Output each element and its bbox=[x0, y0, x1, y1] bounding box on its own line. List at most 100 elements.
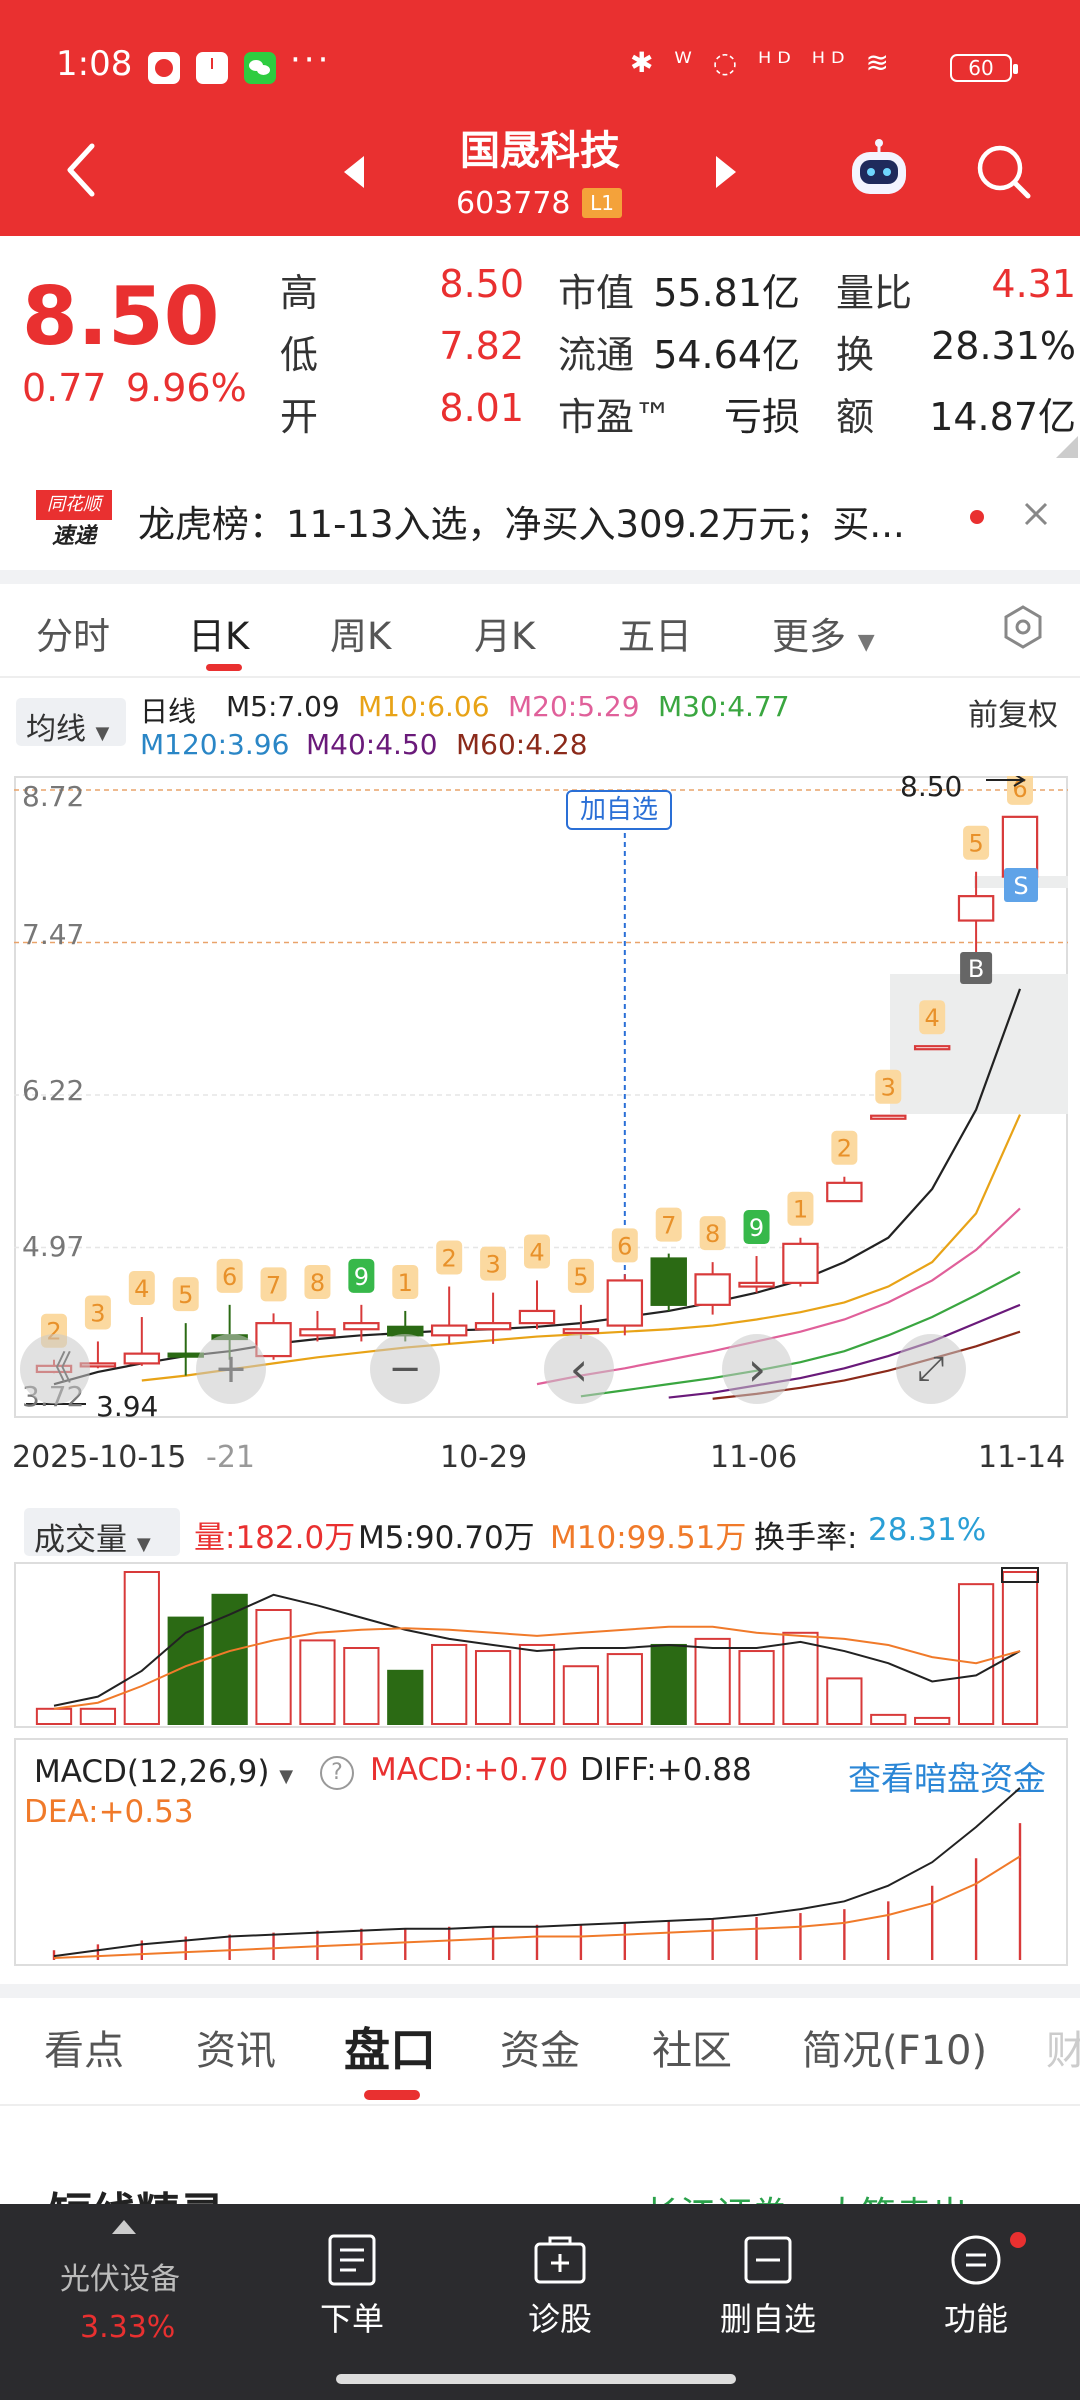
prev-stock-button[interactable] bbox=[340, 152, 370, 192]
expand-quote-toggle[interactable] bbox=[1056, 436, 1078, 458]
open-label: 开 bbox=[280, 395, 319, 439]
vol-ratio-value: 4.31 bbox=[991, 262, 1076, 306]
dark-pool-link[interactable]: 查看暗盘资金 bbox=[848, 1759, 1046, 1798]
count-badge bbox=[128, 1271, 155, 1306]
candle bbox=[606, 1279, 644, 1327]
current-volume-marker bbox=[1001, 1567, 1039, 1583]
remove-watchlist-icon bbox=[744, 2236, 792, 2284]
high-value: 8.50 bbox=[439, 262, 524, 306]
ma-selector-label: 均线 bbox=[26, 712, 86, 747]
count-badge bbox=[743, 1210, 770, 1245]
functions-button[interactable]: 功能 bbox=[906, 2232, 1046, 2352]
zoom-in-button[interactable]: + bbox=[196, 1334, 266, 1404]
gear-icon[interactable] bbox=[1000, 604, 1046, 650]
tab-finance[interactable]: 财 bbox=[1046, 2028, 1080, 2074]
tab-news[interactable]: 资讯 bbox=[196, 2028, 276, 2074]
pan-right-button[interactable]: › bbox=[722, 1334, 792, 1404]
news-banner[interactable]: 同花顺 速递 龙虎榜：11-13入选，净买入309.2万元；买... bbox=[0, 464, 1080, 570]
tab-order-book[interactable]: 盘口 bbox=[344, 2023, 436, 2077]
home-indicator[interactable] bbox=[336, 2374, 736, 2384]
diagnose-button-label: 诊股 bbox=[527, 2300, 592, 2338]
turnover-rate-value: 28.31% bbox=[868, 1512, 987, 1548]
chevron-down-icon: ▼ bbox=[95, 723, 110, 744]
ma-m10: M10:6.06 bbox=[358, 690, 490, 723]
volume-ma10-line bbox=[53, 1625, 1021, 1710]
macd-indicator-selector[interactable]: MACD(12,26,9) ▼ bbox=[24, 1748, 310, 1796]
count-badge-label: 4 bbox=[134, 1275, 149, 1303]
macd-chart[interactable] bbox=[14, 1738, 1068, 1966]
pan-left-button[interactable]: ‹ bbox=[544, 1334, 614, 1404]
sector-name[interactable]: 光伏设备 bbox=[60, 2262, 180, 2297]
ma-m20: M20:5.29 bbox=[508, 690, 640, 723]
volume-chart[interactable] bbox=[14, 1562, 1068, 1728]
dea-line bbox=[53, 1855, 1021, 1960]
volume-bar bbox=[343, 1647, 380, 1725]
back-button[interactable] bbox=[60, 140, 104, 200]
count-badge bbox=[1007, 776, 1033, 805]
diff-line bbox=[53, 1787, 1021, 1958]
status-overflow-icon: ··· bbox=[290, 40, 332, 80]
macd-selector-label: MACD(12,26,9) bbox=[34, 1754, 270, 1790]
x-tick: 2025-10-15 bbox=[12, 1440, 187, 1475]
macd-frame bbox=[14, 1738, 1068, 1966]
add-watchlist-marker[interactable]: 加自选 bbox=[566, 790, 672, 830]
volume-bar bbox=[650, 1643, 687, 1725]
high-arrow-head bbox=[1013, 776, 1026, 787]
price-adjust-toggle[interactable]: 前复权 bbox=[968, 698, 1058, 733]
tab-weekly-k[interactable]: 周K bbox=[330, 615, 392, 658]
volume-m10: M10:99.51万 bbox=[550, 1520, 747, 1556]
y-tick: 8.72 bbox=[22, 780, 85, 813]
diff-value: DIFF:+0.88 bbox=[580, 1752, 752, 1788]
zoom-out-button[interactable]: − bbox=[370, 1334, 440, 1404]
next-stock-button[interactable] bbox=[710, 152, 740, 192]
tab-five-day[interactable]: 五日 bbox=[618, 615, 692, 658]
candle bbox=[123, 1352, 161, 1365]
mcap-value: 55.81亿 bbox=[653, 271, 800, 315]
x-tick: 10-29 bbox=[440, 1440, 528, 1475]
tab-more[interactable]: 更多 ▼ bbox=[772, 606, 875, 660]
tab-f10[interactable]: 简况(F10) bbox=[802, 2028, 988, 2074]
sector-change: 3.33% bbox=[80, 2310, 176, 2345]
count-badge-label: 5 bbox=[178, 1281, 193, 1309]
count-badge-label: 8 bbox=[705, 1220, 720, 1248]
tab-daily-k[interactable]: 日K bbox=[188, 615, 250, 658]
volume-indicator-selector[interactable]: 成交量 ▼ bbox=[24, 1508, 180, 1558]
robot-assistant-icon[interactable] bbox=[846, 138, 912, 204]
tab-intraday[interactable]: 分时 bbox=[36, 615, 110, 658]
help-icon[interactable]: ? bbox=[320, 1756, 354, 1790]
ma-m60: M60:4.28 bbox=[456, 728, 588, 761]
mcap-label: 市值 bbox=[558, 271, 635, 315]
stock-code: 603778 bbox=[456, 186, 571, 221]
turnover-label: 换 bbox=[836, 333, 875, 377]
dea-value: DEA:+0.53 bbox=[24, 1794, 194, 1830]
news-headline[interactable]: 龙虎榜：11-13入选，净买入309.2万元；买... bbox=[138, 503, 905, 546]
expand-up-icon[interactable] bbox=[112, 2220, 136, 2234]
count-badge-label: 6 bbox=[1012, 776, 1027, 803]
tab-monthly-k[interactable]: 月K bbox=[474, 615, 536, 658]
low-value: 7.82 bbox=[439, 324, 524, 368]
nav-first-button[interactable]: 《 bbox=[20, 1334, 90, 1404]
shade-zone bbox=[890, 974, 1068, 1114]
remove-watchlist-button[interactable]: 删自选 bbox=[698, 2232, 838, 2352]
ma-selector[interactable]: 均线 ▼ bbox=[16, 698, 126, 747]
news-source-logo: 同花顺 速递 bbox=[36, 490, 112, 552]
divider bbox=[0, 2104, 1080, 2106]
count-badge-label: 7 bbox=[266, 1271, 281, 1299]
order-button[interactable]: 下单 bbox=[282, 2232, 422, 2352]
tab-community[interactable]: 社区 bbox=[652, 2028, 732, 2074]
fullscreen-button[interactable]: ⤢ bbox=[896, 1334, 966, 1404]
candle bbox=[299, 1328, 336, 1337]
last-price: 8.50 bbox=[22, 270, 220, 363]
volume-m5: M5:90.70万 bbox=[358, 1520, 535, 1556]
count-badge-label: 6 bbox=[617, 1232, 632, 1260]
count-badge bbox=[260, 1267, 287, 1302]
close-icon[interactable] bbox=[1018, 496, 1054, 532]
tab-highlights[interactable]: 看点 bbox=[44, 2028, 124, 2074]
search-icon[interactable] bbox=[974, 142, 1034, 202]
ma-line-M40 bbox=[668, 1303, 1021, 1399]
diagnose-button[interactable]: 诊股 bbox=[490, 2232, 630, 2352]
tab-capital[interactable]: 资金 bbox=[500, 2028, 580, 2074]
chevron-down-icon: ▼ bbox=[857, 630, 875, 655]
unread-dot bbox=[970, 510, 984, 524]
